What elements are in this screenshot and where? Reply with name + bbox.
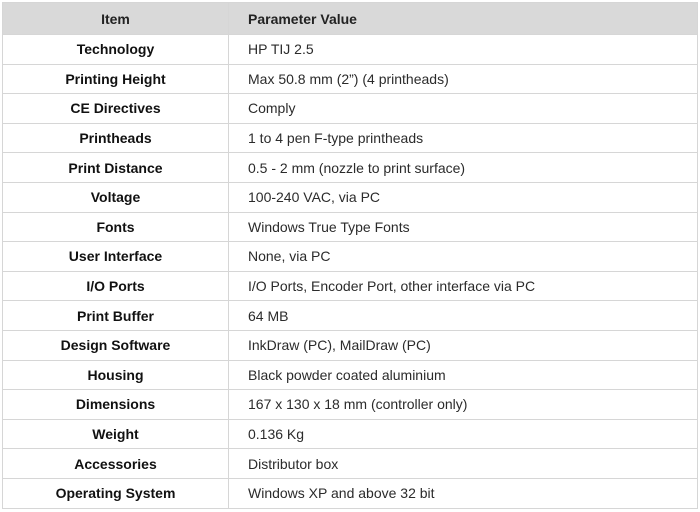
table-row: Print Buffer 64 MB (2, 300, 698, 331)
row-value: Windows XP and above 32 bit (228, 477, 698, 509)
row-value: 64 MB (228, 300, 698, 331)
row-item-label: Technology (2, 34, 229, 65)
row-item-label: Voltage (2, 181, 229, 213)
row-value: Windows True Type Fonts (228, 211, 698, 243)
row-value: InkDraw (PC), MailDraw (PC) (228, 329, 698, 361)
row-item-label: Print Distance (2, 152, 229, 183)
row-item-label: I/O Ports (2, 270, 229, 302)
row-item-label: Printing Height (2, 63, 229, 95)
table-row: I/O Ports I/O Ports, Encoder Port, other… (2, 270, 698, 302)
row-item-label: Design Software (2, 329, 229, 361)
row-value: None, via PC (228, 241, 698, 272)
row-item-label: Print Buffer (2, 300, 229, 331)
row-item-label: Operating System (2, 477, 229, 509)
table-row: Printing Height Max 50.8 mm (2”) (4 prin… (2, 63, 698, 95)
table-row: Housing Black powder coated aluminium (2, 359, 698, 391)
table-row: Print Distance 0.5 - 2 mm (nozzle to pri… (2, 152, 698, 183)
row-item-label: CE Directives (2, 93, 229, 124)
row-item-label: Dimensions (2, 389, 229, 420)
row-value: 0.5 - 2 mm (nozzle to print surface) (228, 152, 698, 183)
row-value: Comply (228, 93, 698, 124)
row-value: 0.136 Kg (228, 418, 698, 450)
table-row: CE Directives Comply (2, 93, 698, 124)
row-value: 167 x 130 x 18 mm (controller only) (228, 389, 698, 420)
table-row: Operating System Windows XP and above 32… (2, 477, 698, 509)
row-value: HP TIJ 2.5 (228, 34, 698, 65)
row-item-label: Accessories (2, 448, 229, 479)
row-item-label: Housing (2, 359, 229, 391)
row-item-label: Weight (2, 418, 229, 450)
row-value: Max 50.8 mm (2”) (4 printheads) (228, 63, 698, 95)
table-row: Dimensions 167 x 130 x 18 mm (controller… (2, 389, 698, 420)
row-item-label: Fonts (2, 211, 229, 243)
table-row: Design Software InkDraw (PC), MailDraw (… (2, 329, 698, 361)
table-row: Printheads 1 to 4 pen F-type printheads (2, 122, 698, 154)
row-value: I/O Ports, Encoder Port, other interface… (228, 270, 698, 302)
table-row: Technology HP TIJ 2.5 (2, 34, 698, 65)
row-value: 1 to 4 pen F-type printheads (228, 122, 698, 154)
header-parameter-value: Parameter Value (228, 2, 698, 35)
header-item: Item (2, 2, 229, 35)
table-row: Voltage 100-240 VAC, via PC (2, 181, 698, 213)
table-row: Weight 0.136 Kg (2, 418, 698, 450)
table-row: Fonts Windows True Type Fonts (2, 211, 698, 243)
table-body: Technology HP TIJ 2.5 Printing Height Ma… (2, 34, 698, 509)
row-item-label: Printheads (2, 122, 229, 154)
row-value: Distributor box (228, 448, 698, 479)
row-value: Black powder coated aluminium (228, 359, 698, 391)
table-header: Item Parameter Value (2, 2, 698, 35)
table-row: User Interface None, via PC (2, 241, 698, 272)
header-row: Item Parameter Value (2, 2, 698, 35)
row-item-label: User Interface (2, 241, 229, 272)
table-row: Accessories Distributor box (2, 448, 698, 479)
row-value: 100-240 VAC, via PC (228, 181, 698, 213)
